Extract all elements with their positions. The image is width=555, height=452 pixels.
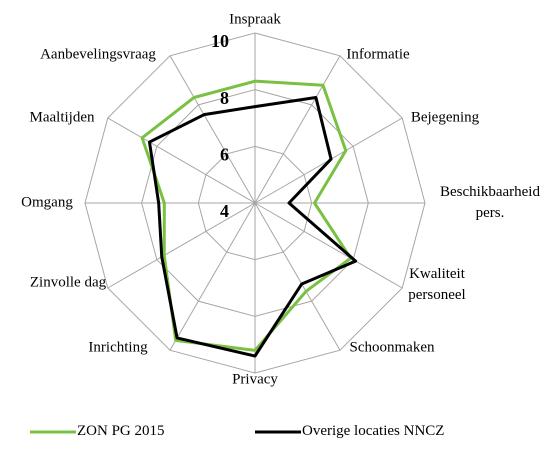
spoke <box>169 202 256 351</box>
category-label: Beschikbaarheid pers. <box>440 184 540 221</box>
legend-label: Overige locaties NNCZ <box>302 423 445 439</box>
series-line <box>140 79 353 352</box>
category-label: Omgang <box>21 194 73 211</box>
spoke <box>254 202 403 289</box>
category-label: Informatie <box>346 46 410 63</box>
series-line <box>147 95 358 358</box>
legend-label: ZON PG 2015 <box>77 423 165 439</box>
category-label: Kwaliteit personeel <box>408 266 466 303</box>
category-label: Inspraak <box>229 11 281 28</box>
tick-label: 10 <box>211 31 229 51</box>
tick-label: 4 <box>220 201 229 221</box>
spoke <box>254 55 341 204</box>
category-label: Zinvolle dag <box>29 274 107 291</box>
category-label: Maaltijden <box>29 109 95 126</box>
spoke <box>254 202 341 351</box>
category-label: Aanbevelingsvraag <box>40 46 156 63</box>
spoke <box>107 202 256 289</box>
category-label: Inrichting <box>88 339 148 356</box>
category-label: Schoonmaken <box>349 339 435 356</box>
spoke <box>107 117 256 204</box>
category-label: Privacy <box>232 371 278 388</box>
tick-label: 8 <box>220 88 229 108</box>
category-label: Bejegening <box>410 109 480 126</box>
tick-label: 6 <box>220 144 229 164</box>
spoke <box>169 55 256 204</box>
